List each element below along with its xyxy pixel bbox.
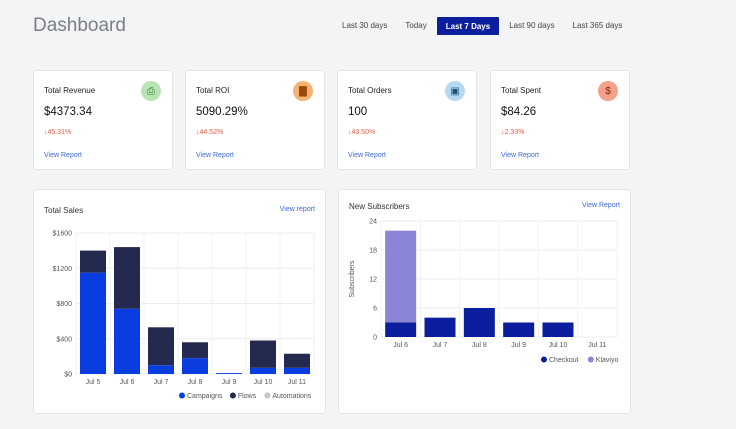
total-sales-card: Total Sales View report $0 $400 $800 $1200 $… [33, 189, 326, 414]
y-tick-label: $400 [56, 336, 72, 343]
kpi-card-roi: Total ROI ▇ 5090.29% ↓44.52% View Report [185, 70, 325, 170]
range-tab-365-days[interactable]: Last 365 days [572, 21, 623, 30]
bar-flows-jul-11[interactable] [284, 353, 310, 368]
y-axis-label: Subscribers [349, 260, 356, 297]
bar-klaviyo-jul-6[interactable] [385, 230, 417, 323]
kpi-value: 5090.29% [196, 106, 248, 118]
range-tab-today[interactable]: Today [405, 21, 427, 30]
money-icon: ⎙ [141, 81, 161, 101]
kpi-card-revenue: Total Revenue ⎙ $4373.34 ↓45.31% View Re… [33, 70, 173, 170]
date-range-tabs: Last 30 days Today Last 7 Days Last 90 d… [334, 17, 632, 35]
legend-label: Klaviyo [596, 357, 619, 364]
x-tick-label: Jul 5 [86, 379, 101, 386]
new-subscribers-card: New Subscribers View Report 0 6 12 18 24 Jul … [338, 189, 631, 414]
kpi-change: ↓2.33% [501, 129, 525, 136]
bar-campaigns-jul-5[interactable] [80, 272, 106, 374]
kpi-value: $4373.34 [44, 106, 92, 118]
y-tick-label: $1200 [53, 266, 73, 273]
view-report-link[interactable]: View Report [501, 152, 540, 159]
legend-label: Checkout [549, 357, 579, 364]
legend-label: Automations [272, 393, 311, 400]
kpi-change: ↓43.50% [348, 129, 376, 136]
bar-chart-icon: ▇ [293, 81, 313, 101]
legend-dot-flows [229, 392, 236, 399]
kpi-title: Total Orders [348, 86, 392, 95]
bar-campaigns-jul-10[interactable] [250, 367, 276, 374]
bar-flows-jul-7[interactable] [148, 327, 174, 366]
bar-campaigns-jul-8[interactable] [182, 358, 208, 374]
x-tick-label: Jul 9 [511, 342, 526, 349]
y-tick-label: $800 [56, 301, 72, 308]
x-tick-label: Jul 8 [472, 342, 487, 349]
chart-title: New Subscribers [349, 202, 410, 211]
bar-flows-jul-8[interactable] [182, 342, 208, 359]
x-tick-label: Jul 11 [288, 379, 306, 386]
kpi-title: Total Spent [501, 86, 542, 95]
kpi-change: ↓44.52% [196, 129, 224, 136]
range-tab-90-days[interactable]: Last 90 days [509, 21, 555, 30]
x-tick-label: Jul 11 [588, 342, 606, 349]
kpi-title: Total ROI [196, 86, 230, 95]
money-bag-icon: $ [598, 81, 618, 101]
y-tick-label: 12 [369, 277, 377, 284]
view-report-link[interactable]: View Report [348, 152, 387, 159]
view-report-link[interactable]: View Report [581, 202, 620, 209]
bar-checkout-jul-9[interactable] [503, 322, 535, 338]
bar-checkout-jul-7[interactable] [424, 317, 456, 337]
legend-dot-klaviyo [587, 356, 594, 363]
bar-campaigns-jul-6[interactable] [114, 308, 140, 374]
kpi-value: $84.26 [501, 106, 537, 118]
x-tick-label: Jul 8 [188, 379, 203, 386]
range-tab-7-days[interactable]: Last 7 Days [436, 17, 500, 35]
kpi-change: ↓45.31% [44, 129, 72, 136]
bar-flows-jul-5[interactable] [80, 250, 106, 273]
legend-dot-automations [264, 392, 271, 399]
bar-flows-jul-6[interactable] [114, 247, 140, 309]
y-tick-label: 6 [373, 306, 377, 313]
page-title: Dashboard [33, 15, 126, 36]
y-tick-label: 24 [369, 219, 377, 226]
bar-checkout-jul-8[interactable] [463, 308, 495, 337]
y-tick-label: 0 [373, 335, 377, 342]
new-subscribers-chart: 0 6 12 18 24 Jul 6 Jul 7 Jul 8 Jul 9 Jul 10 Jul 11… [349, 219, 619, 365]
x-tick-label: Jul 7 [433, 342, 448, 349]
bar-checkout-jul-10[interactable] [542, 322, 574, 338]
box-icon: ▣ [445, 81, 465, 101]
kpi-value: 100 [348, 106, 368, 118]
legend-label: Campaigns [187, 393, 223, 400]
chart-title: Total Sales [44, 206, 84, 215]
view-report-link[interactable]: View Report [44, 152, 83, 159]
x-tick-label: Jul 7 [154, 379, 169, 386]
bar-campaigns-jul-9[interactable] [216, 373, 242, 374]
view-report-link[interactable]: View report [279, 206, 315, 213]
range-tab-30-days[interactable]: Last 30 days [342, 21, 388, 30]
x-tick-label: Jul 10 [549, 342, 568, 349]
legend-dot-campaigns [179, 392, 185, 399]
y-tick-label: 18 [369, 248, 377, 255]
kpi-card-orders: Total Orders ▣ 100 ↓43.50% View Report [337, 70, 477, 170]
legend-label: Flows [238, 393, 257, 400]
bar-checkout-jul-6[interactable] [385, 322, 417, 338]
view-report-link[interactable]: View Report [196, 152, 235, 159]
x-tick-label: Jul 6 [120, 379, 135, 386]
y-tick-label: $1600 [53, 231, 73, 238]
bar-campaigns-jul-11[interactable] [284, 367, 310, 374]
bar-campaigns-jul-7[interactable] [148, 365, 174, 374]
bar-flows-jul-10[interactable] [250, 340, 276, 368]
x-tick-label: Jul 9 [222, 379, 237, 386]
total-sales-chart: $0 $400 $800 $1200 $1600 Jul 5 Jul 6 Jul 7 Jul 8… [53, 231, 315, 400]
y-tick-label: $0 [64, 372, 72, 379]
x-tick-label: Jul 10 [254, 379, 273, 386]
x-tick-label: Jul 6 [393, 342, 408, 349]
kpi-title: Total Revenue [44, 86, 96, 95]
legend-dot-checkout [541, 356, 547, 363]
kpi-card-spent: Total Spent $ $84.26 ↓2.33% View Report [490, 70, 630, 170]
